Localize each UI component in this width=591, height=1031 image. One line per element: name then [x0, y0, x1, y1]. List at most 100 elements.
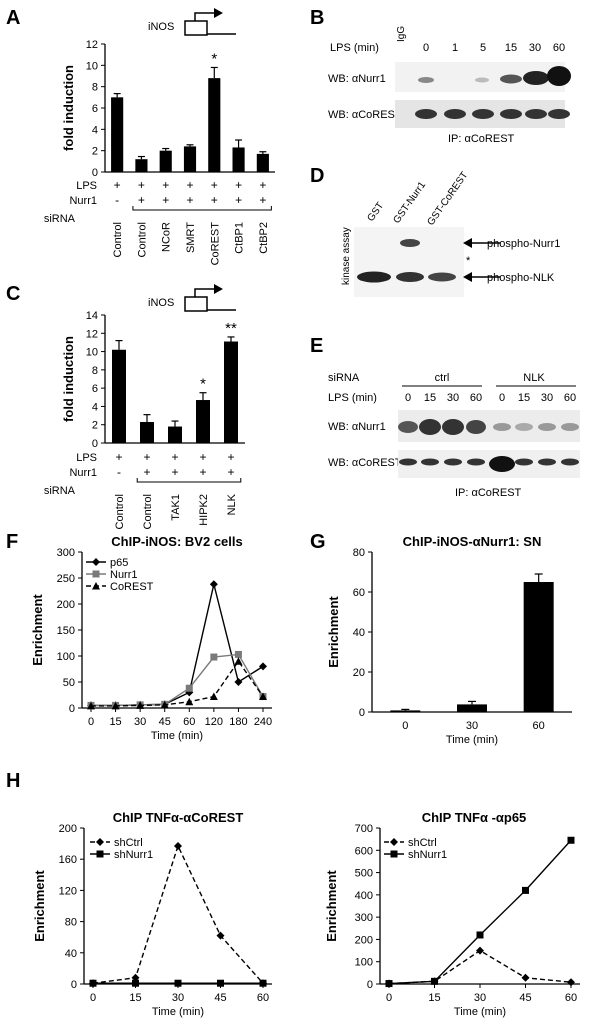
blot-band [500, 74, 522, 84]
chart-title: ChIP TNFα -αp65 [422, 810, 527, 825]
y-axis-label: Enrichment [30, 594, 45, 666]
blot-band [475, 77, 489, 83]
tss-arrow-icon [214, 284, 223, 294]
category-label: Control [136, 222, 148, 257]
x-tick-label: 30 [134, 716, 146, 728]
y-tick-label: 200 [355, 934, 373, 946]
y-tick-label: 2 [92, 420, 98, 432]
category-label: CtBP1 [234, 222, 246, 254]
y-tick-label: 160 [59, 854, 77, 866]
legend-marker [390, 838, 398, 846]
treatment-bracket [136, 478, 242, 483]
blot-e-wb2-label: WB: αCoREST [328, 457, 402, 469]
x-tick-label: 60 [565, 992, 577, 1004]
data-point [160, 700, 169, 709]
blot-band [415, 109, 437, 119]
blot-b-lane-igg: IgG [396, 26, 407, 42]
bar [159, 150, 172, 172]
data-point [174, 841, 182, 850]
blot-e-group-nlk: NLK [523, 372, 545, 384]
blot-b-wb1-label: WB: αNurr1 [328, 73, 386, 85]
blot-band [515, 458, 533, 466]
x-tick-label: 240 [254, 716, 272, 728]
blot-band [398, 421, 418, 433]
bar [183, 146, 197, 172]
data-point [185, 697, 194, 706]
data-point [234, 650, 242, 658]
blot-d-star: * [466, 255, 471, 267]
blot-b-lane: 15 [505, 42, 517, 54]
y-tick-label: 8 [92, 82, 98, 94]
lps-sign: + [199, 450, 206, 464]
blot-b-lps-label: LPS (min) [330, 42, 379, 54]
lps-sign: + [211, 178, 218, 192]
x-tick-label: 45 [519, 992, 531, 1004]
panel-label-e: E [310, 335, 323, 357]
blot-e-lane: 30 [447, 392, 459, 404]
y-tick-label: 200 [57, 599, 75, 611]
y-tick-label: 2 [92, 146, 98, 158]
y-tick-label: 12 [86, 39, 98, 51]
blot-band [525, 109, 547, 119]
lps-sign: + [115, 450, 122, 464]
chart-h-chip-tnf-p65: ChIP TNFα -αp65 0 100 200 300 400 500 600 700 0 15… [324, 810, 580, 1018]
legend-label: Nurr1 [110, 569, 138, 581]
y-tick-label: 300 [355, 912, 373, 924]
bar [140, 421, 154, 443]
blot-e-lane: 60 [564, 392, 576, 404]
panel-label-a: A [6, 7, 20, 29]
blot-e-lane: 30 [541, 392, 553, 404]
y-tick-label: 200 [59, 823, 77, 835]
blot-b: LPS (min) IgG 0 1 5 15 30 60 WB: αNurr1 … [328, 26, 571, 145]
blot-band [561, 458, 579, 466]
x-tick-label: 15 [428, 992, 440, 1004]
x-axis-label: Time (min) [446, 734, 498, 746]
y-tick-label: 150 [57, 625, 75, 637]
nurr1-sign: + [186, 193, 193, 207]
blot-b-ip-label: IP: αCoREST [448, 133, 515, 145]
bar [523, 582, 554, 712]
chart-title: ChIP-iNOS: BV2 cells [111, 534, 242, 549]
category-label: Control [142, 494, 154, 529]
nurr1-sign: + [211, 193, 218, 207]
category-label: Control [112, 222, 124, 257]
panel-label-b: B [310, 7, 324, 29]
x-tick-label: 60 [533, 720, 545, 732]
blot-band [467, 458, 485, 466]
lps-sign: + [227, 450, 234, 464]
y-tick-label: 50 [63, 677, 75, 689]
x-tick-label: 30 [466, 720, 478, 732]
x-tick-label: 180 [229, 716, 247, 728]
x-tick-label: 45 [159, 716, 171, 728]
lps-sign: + [259, 178, 266, 192]
lps-sign: + [114, 178, 121, 192]
bar [111, 97, 124, 172]
y-tick-label: 500 [355, 868, 373, 880]
blot-band [548, 109, 570, 119]
blot-d-strip [354, 227, 464, 297]
promoter-box [184, 20, 208, 36]
nurr1-sign: + [138, 193, 145, 207]
lps-sign: + [143, 450, 150, 464]
y-tick-label: 10 [86, 60, 98, 72]
bar [208, 78, 221, 172]
category-label: NLK [226, 493, 238, 515]
blot-band [419, 419, 441, 435]
blot-b-wb2-label: WB: αCoREST [328, 109, 402, 121]
blot-d: GST GST-Nurr1 GST-CoREST kinase assay ph… [341, 170, 560, 297]
blot-e: siRNA ctrl NLK LPS (min) 0 15 30 60 0 15… [328, 372, 580, 499]
promoter-box [184, 296, 208, 312]
lps-sign: + [171, 450, 178, 464]
bar [457, 704, 487, 712]
y-tick-label: 0 [359, 707, 365, 719]
y-axis-label: Enrichment [32, 870, 47, 942]
x-axis-label: Time (min) [151, 730, 203, 742]
blot-band [444, 458, 462, 466]
y-tick-label: 60 [353, 587, 365, 599]
blot-band [515, 423, 533, 431]
treatment-bracket [132, 206, 272, 211]
legend-label: CoREST [110, 581, 154, 593]
blot-band [357, 271, 391, 283]
